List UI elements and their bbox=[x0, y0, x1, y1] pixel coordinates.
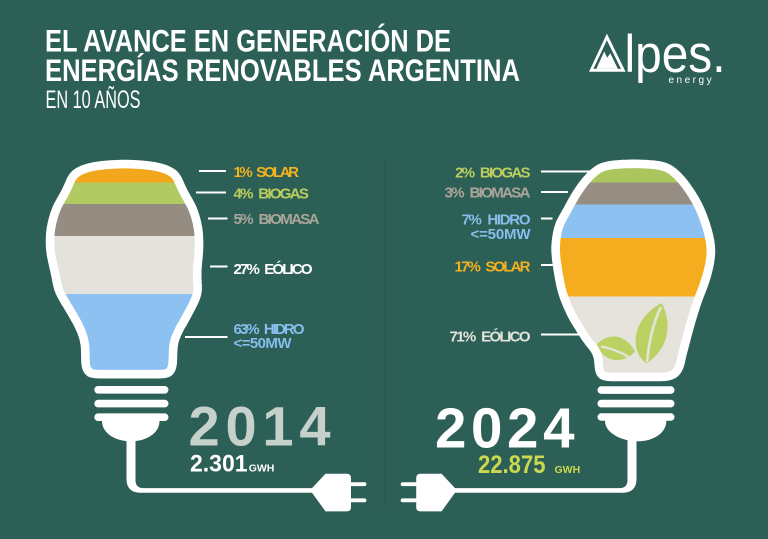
svg-text:71% EÓLICO: 71% EÓLICO bbox=[450, 328, 531, 346]
svg-text:2% BIOGAS: 2% BIOGAS bbox=[455, 165, 530, 182]
svg-text:2.301: 2.301 bbox=[190, 450, 248, 477]
svg-text:EL AVANCE EN GENERACIÓN DE: EL AVANCE EN GENERACIÓN DE bbox=[45, 23, 451, 59]
svg-text:63% HIDRO: 63% HIDRO bbox=[234, 321, 305, 338]
svg-text:GWH: GWH bbox=[555, 464, 581, 476]
svg-text:lpes.: lpes. bbox=[625, 25, 726, 84]
svg-text:2014: 2014 bbox=[189, 395, 337, 458]
svg-text:22.875: 22.875 bbox=[478, 451, 546, 479]
svg-text:1% SOLAR: 1% SOLAR bbox=[234, 164, 300, 181]
svg-text:GWH: GWH bbox=[249, 462, 275, 474]
svg-text:energy: energy bbox=[669, 75, 715, 86]
svg-text:7% HIDRO: 7% HIDRO bbox=[462, 211, 531, 228]
svg-text:ENERGÍAS RENOVABLES ARGENTINA: ENERGÍAS RENOVABLES ARGENTINA bbox=[45, 52, 520, 88]
svg-text:<=50MW: <=50MW bbox=[234, 335, 293, 352]
svg-text:3% BIOMASA: 3% BIOMASA bbox=[445, 185, 531, 202]
svg-text:27% EÓLICO: 27% EÓLICO bbox=[234, 260, 313, 278]
svg-text:2024: 2024 bbox=[435, 397, 579, 460]
svg-text:17% SOLAR: 17% SOLAR bbox=[455, 259, 531, 276]
svg-text:EN 10 AÑOS: EN 10 AÑOS bbox=[46, 85, 141, 114]
svg-text:4% BIOGAS: 4% BIOGAS bbox=[234, 185, 309, 202]
svg-text:5% BIOMASA: 5% BIOMASA bbox=[234, 211, 320, 228]
svg-text:<=50MW: <=50MW bbox=[471, 226, 532, 243]
